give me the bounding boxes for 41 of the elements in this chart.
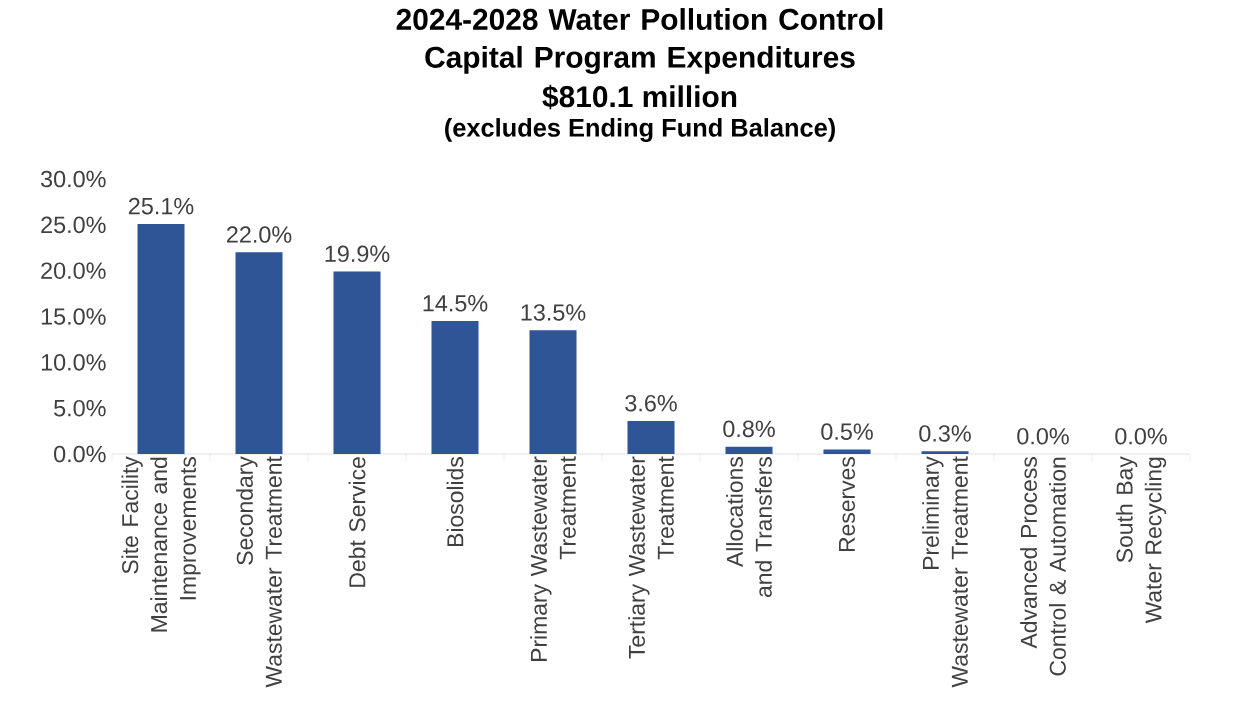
x-tick-label: South Bay Water Recycling: [1115, 456, 1167, 624]
bar: [333, 271, 381, 454]
data-label: 3.6%: [625, 394, 677, 412]
x-tick-label: Allocations and Transfers: [726, 457, 772, 598]
data-label: 22.0%: [226, 226, 292, 243]
x-tick-label: Reserves: [839, 457, 855, 552]
x-tick-label: Site Facility Maintenance and Improvements: [121, 456, 201, 632]
bar: [725, 446, 773, 454]
data-label: 14.5%: [423, 295, 488, 312]
data-label: 13.5%: [521, 304, 586, 321]
y-tick-label: 15.0%: [41, 308, 106, 325]
x-tick-label: Secondary Wastewater Treatment: [236, 456, 282, 688]
bar: [627, 421, 675, 454]
bar: [921, 451, 969, 454]
x-tick-label: Advanced Process Control & Automation: [1020, 457, 1066, 676]
data-label: 0.3%: [919, 425, 971, 442]
data-label: 25.1%: [128, 197, 194, 215]
y-tick-label: 5.0%: [54, 399, 106, 417]
data-label: 0.0%: [1115, 427, 1167, 445]
x-tick-label: Tertiary Wastewater Treatment: [628, 456, 674, 659]
y-tick-label: 25.0%: [41, 216, 106, 234]
bar: [823, 449, 871, 454]
chart-subtitle: $810.1 million: [542, 84, 737, 110]
bar: [137, 223, 185, 454]
y-tick-label: 20.0%: [41, 262, 106, 279]
bar: [529, 330, 577, 454]
chart-title: 2024-2028 Water Pollution Control Capital Program Expenditures: [396, 8, 883, 74]
data-label: 19.9%: [325, 245, 390, 263]
bar: [431, 321, 479, 454]
x-tick-label: Preliminary Wastewater Treatment: [922, 456, 968, 688]
x-tick-label: Biosolids: [446, 457, 464, 547]
x-tick-label: Primary Wastewater Treatment: [530, 456, 576, 662]
y-tick-label: 10.0%: [41, 354, 106, 371]
x-tick-label: Debt Service: [348, 457, 366, 587]
bar: [235, 252, 283, 454]
data-label: 0.8%: [723, 420, 775, 438]
text: (excludes Ending Fund Balance): [445, 118, 835, 142]
y-tick-label: 0.0%: [54, 445, 106, 463]
data-label: 0.0%: [1017, 427, 1069, 445]
data-label: 0.5%: [821, 423, 873, 440]
y-tick-label: 30.0%: [40, 170, 106, 188]
